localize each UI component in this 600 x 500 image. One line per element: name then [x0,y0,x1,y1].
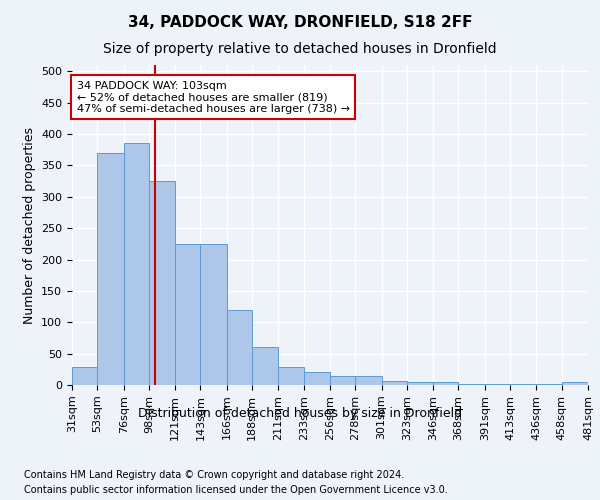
Text: Contains HM Land Registry data © Crown copyright and database right 2024.: Contains HM Land Registry data © Crown c… [24,470,404,480]
Bar [227,310,252,385]
Bar [458,384,485,385]
Bar [407,382,433,385]
Text: Distribution of detached houses by size in Dronfield: Distribution of detached houses by size … [138,408,462,420]
Bar [382,381,407,385]
Bar [97,153,124,385]
Text: Contains public sector information licensed under the Open Government Licence v3: Contains public sector information licen… [24,485,448,495]
Bar [149,181,175,385]
Bar [72,368,97,385]
Text: Size of property relative to detached houses in Dronfield: Size of property relative to detached ho… [103,42,497,56]
Bar [485,384,510,385]
Bar [536,384,562,385]
Bar [433,382,458,385]
Bar [175,244,200,385]
Bar [304,372,330,385]
Text: 34 PADDOCK WAY: 103sqm
← 52% of detached houses are smaller (819)
47% of semi-de: 34 PADDOCK WAY: 103sqm ← 52% of detached… [77,80,350,114]
Bar [355,376,382,385]
Bar [252,348,278,385]
Bar [510,384,536,385]
Bar [278,368,304,385]
Y-axis label: Number of detached properties: Number of detached properties [23,126,35,324]
Bar [200,244,227,385]
Bar [330,376,355,385]
Bar [124,144,149,385]
Bar [562,382,588,385]
Text: 34, PADDOCK WAY, DRONFIELD, S18 2FF: 34, PADDOCK WAY, DRONFIELD, S18 2FF [128,15,472,30]
